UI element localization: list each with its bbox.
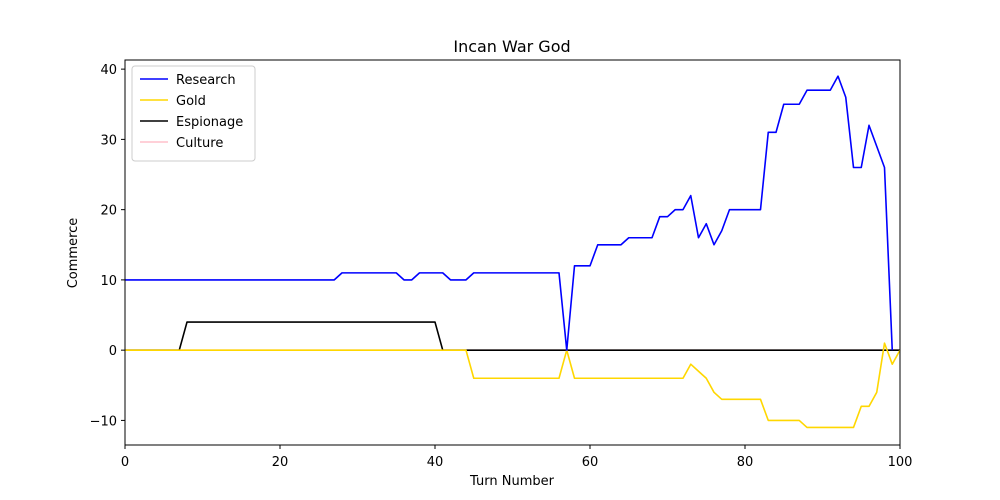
- x-tick-label: 100: [888, 455, 913, 470]
- legend-label-gold: Gold: [176, 94, 206, 109]
- plot-frame: [124, 59, 901, 446]
- x-tick-label: 0: [121, 455, 129, 470]
- y-tick-label: 10: [100, 274, 117, 289]
- y-tick-label: 40: [100, 63, 117, 78]
- y-tick-label: 30: [100, 133, 117, 148]
- y-tick-label: −10: [90, 414, 117, 429]
- y-axis-label: Commerce: [66, 218, 81, 289]
- chart-title: Incan War God: [453, 37, 570, 56]
- x-tick-label: 20: [272, 455, 289, 470]
- y-tick-label: 20: [100, 204, 117, 219]
- legend-label-espionage: Espionage: [176, 115, 243, 130]
- x-tick-label: 40: [427, 455, 444, 470]
- legend-label-research: Research: [176, 73, 236, 88]
- legend: Research Gold Espionage Culture: [131, 65, 256, 162]
- series-layer: [125, 75, 901, 429]
- x-tick-label: 60: [582, 455, 599, 470]
- x-axis-label: Turn Number: [469, 474, 555, 489]
- series-line-research: [125, 75, 894, 351]
- y-tick-label: 0: [109, 344, 117, 359]
- legend-label-culture: Culture: [176, 136, 223, 151]
- legend-box: [131, 65, 256, 162]
- series-line-gold: [125, 342, 901, 429]
- axes-layer: 0 20 40 60 80 100 −10 0 10 20 30 40: [90, 59, 913, 470]
- x-tick-label: 80: [737, 455, 754, 470]
